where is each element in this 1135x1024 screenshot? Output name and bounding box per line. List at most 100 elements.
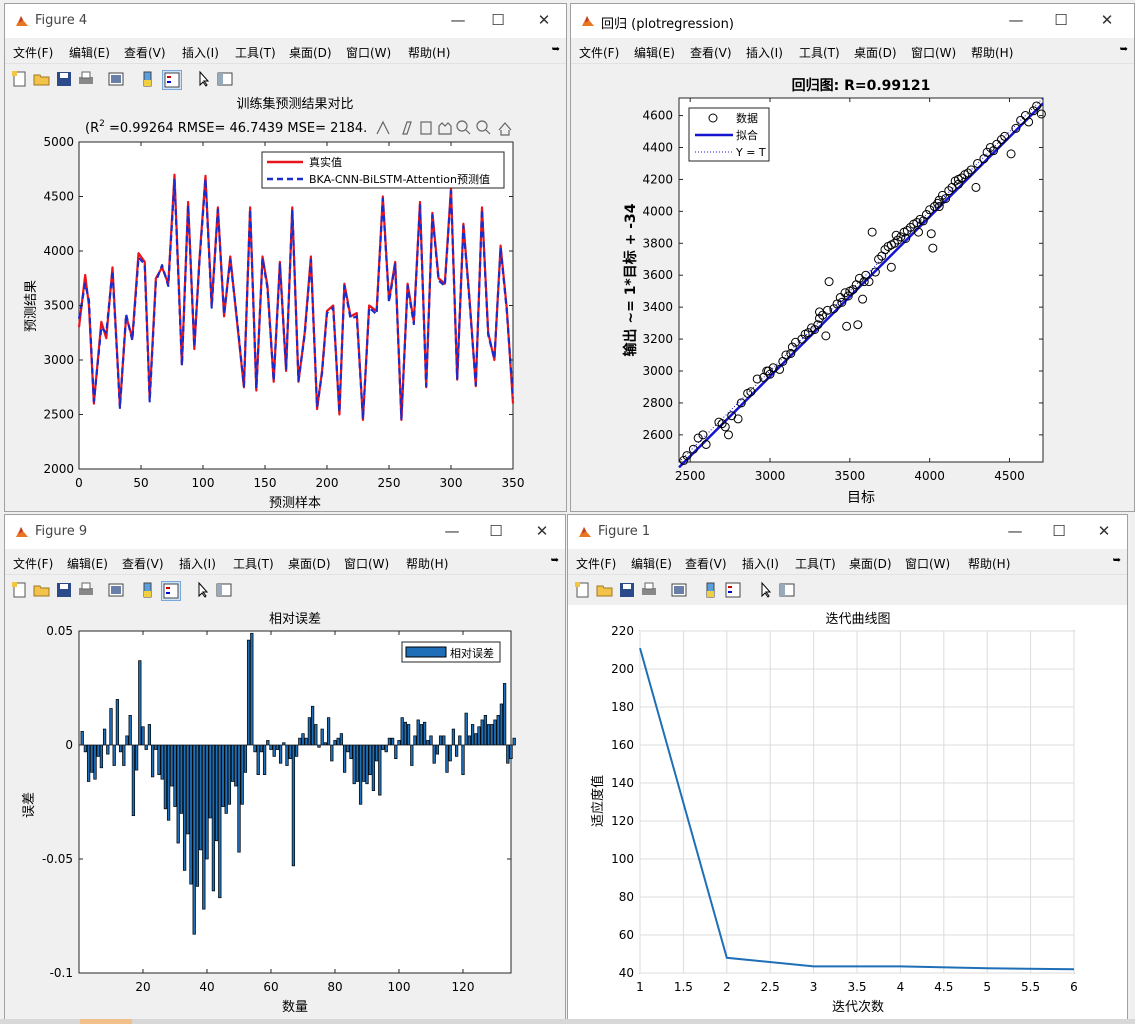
- minimize-button[interactable]: —: [1008, 11, 1024, 29]
- x-tick-label: 350: [502, 476, 525, 490]
- menu-edit[interactable]: 编辑(E): [634, 46, 675, 60]
- legend[interactable]: 数据 拟合 Y = T: [688, 107, 770, 162]
- menu-window[interactable]: 窗口(W): [911, 46, 957, 60]
- figure9-titlebar[interactable]: Figure 9 — ☐ ✕: [5, 515, 565, 549]
- link-plot-icon[interactable]: [670, 581, 688, 599]
- new-figure-icon[interactable]: [11, 70, 29, 88]
- pointer-icon[interactable]: [757, 581, 775, 599]
- link-plot-icon[interactable]: [107, 70, 125, 88]
- menu-overflow-icon[interactable]: ➥: [1112, 555, 1121, 566]
- legend[interactable]: 相对误差: [401, 641, 501, 663]
- error-bar: [298, 737, 302, 746]
- menu-insert[interactable]: 插入(I): [182, 46, 219, 60]
- menu-window[interactable]: 窗口(W): [344, 557, 390, 571]
- menu-window[interactable]: 窗口(W): [346, 46, 392, 60]
- minimize-button[interactable]: —: [444, 522, 460, 540]
- menu-edit[interactable]: 编辑(E): [67, 557, 108, 571]
- menu-help[interactable]: 帮助(H): [408, 46, 451, 60]
- property-inspector-icon[interactable]: [216, 70, 234, 88]
- menu-file[interactable]: 文件(F): [576, 557, 617, 571]
- legend[interactable]: 真实值 BKA-CNN-BiLSTM-Attention预测值: [261, 151, 505, 189]
- data-point: [843, 291, 853, 301]
- close-button[interactable]: ✕: [1100, 11, 1114, 29]
- save-icon[interactable]: [618, 581, 636, 599]
- legend-icon[interactable]: [724, 581, 742, 599]
- menu-help[interactable]: 帮助(H): [971, 46, 1014, 60]
- menu-help[interactable]: 帮助(H): [406, 557, 449, 571]
- error-bar: [234, 744, 238, 787]
- colorbar-icon[interactable]: [139, 70, 157, 88]
- property-inspector-icon[interactable]: [215, 581, 233, 599]
- menu-edit[interactable]: 编辑(E): [69, 46, 110, 60]
- open-icon[interactable]: [33, 581, 51, 599]
- save-icon[interactable]: [55, 581, 73, 599]
- y-tick-label: 220: [611, 624, 634, 638]
- close-button[interactable]: ✕: [537, 11, 551, 29]
- menu-tools[interactable]: 工具(T): [799, 46, 840, 60]
- minimize-button[interactable]: —: [1007, 522, 1023, 540]
- open-icon[interactable]: [596, 581, 614, 599]
- maximize-button[interactable]: ☐: [1052, 522, 1066, 540]
- maximize-button[interactable]: ☐: [491, 11, 505, 29]
- legend-icon[interactable]: [162, 70, 182, 90]
- menu-view[interactable]: 查看(V): [685, 557, 727, 571]
- close-button[interactable]: ✕: [1097, 522, 1111, 540]
- menu-overflow-icon[interactable]: ➥: [550, 555, 559, 566]
- menu-window[interactable]: 窗口(W): [905, 557, 951, 571]
- menu-overflow-icon[interactable]: ➥: [551, 44, 560, 55]
- maximize-button[interactable]: ☐: [489, 522, 503, 540]
- print-icon[interactable]: [77, 581, 95, 599]
- figure9-window[interactable]: Figure 9 — ☐ ✕ 文件(F) 编辑(E) 查看(V) 插入(I) 工…: [4, 514, 566, 1020]
- error-bar: [416, 719, 420, 746]
- regression-window[interactable]: 回归 (plotregression) — ☐ ✕ 文件(F) 编辑(E) 查看…: [570, 3, 1135, 512]
- menu-desktop[interactable]: 桌面(D): [854, 46, 897, 60]
- menu-overflow-icon[interactable]: ➥: [1119, 44, 1128, 55]
- legend-real-label: 真实值: [309, 155, 342, 169]
- colorbar-icon[interactable]: [139, 581, 157, 599]
- menu-view[interactable]: 查看(V): [690, 46, 732, 60]
- new-figure-icon[interactable]: [574, 581, 592, 599]
- figure1-titlebar[interactable]: Figure 1 — ☐ ✕: [568, 515, 1127, 549]
- figure4-titlebar[interactable]: Figure 4 — ☐ ✕: [5, 4, 566, 38]
- menu-edit[interactable]: 编辑(E): [631, 557, 672, 571]
- menubar: 文件(F) 编辑(E) 查看(V) 插入(I) 工具(T) 桌面(D) 窗口(W…: [5, 549, 565, 573]
- minimize-button[interactable]: —: [450, 11, 466, 29]
- link-plot-icon[interactable]: [107, 581, 125, 599]
- regression-titlebar[interactable]: 回归 (plotregression) — ☐ ✕: [571, 4, 1134, 38]
- menu-view[interactable]: 查看(V): [124, 46, 166, 60]
- x-tick-label: 150: [254, 476, 277, 490]
- close-button[interactable]: ✕: [535, 522, 549, 540]
- axes-toolbar-icons[interactable]: [376, 120, 512, 136]
- x-tick-label: 2: [723, 980, 731, 994]
- pointer-icon[interactable]: [195, 70, 213, 88]
- print-icon[interactable]: [77, 70, 95, 88]
- open-icon[interactable]: [33, 70, 51, 88]
- menu-desktop[interactable]: 桌面(D): [289, 46, 332, 60]
- x-tick-label: 4.5: [934, 980, 953, 994]
- maximize-button[interactable]: ☐: [1054, 11, 1068, 29]
- menu-file[interactable]: 文件(F): [13, 46, 54, 60]
- data-point: [901, 233, 911, 243]
- menu-tools[interactable]: 工具(T): [233, 557, 274, 571]
- print-icon[interactable]: [640, 581, 658, 599]
- pointer-icon[interactable]: [194, 581, 212, 599]
- menu-insert[interactable]: 插入(I): [746, 46, 783, 60]
- menu-desktop[interactable]: 桌面(D): [288, 557, 331, 571]
- menu-file[interactable]: 文件(F): [579, 46, 620, 60]
- figure1-window[interactable]: Figure 1 — ☐ ✕ 文件(F) 编辑(E) 查看(V) 插入(I) 工…: [567, 514, 1128, 1020]
- menu-view[interactable]: 查看(V): [122, 557, 164, 571]
- menu-desktop[interactable]: 桌面(D): [849, 557, 892, 571]
- new-figure-icon[interactable]: [11, 581, 29, 599]
- save-icon[interactable]: [55, 70, 73, 88]
- y-tick-label: 120: [611, 814, 634, 828]
- legend-icon[interactable]: [161, 581, 181, 601]
- figure4-window[interactable]: Figure 4 — ☐ ✕ 文件(F) 编辑(E) 查看(V) 插入(I) 工…: [4, 3, 567, 512]
- menu-insert[interactable]: 插入(I): [742, 557, 779, 571]
- menu-file[interactable]: 文件(F): [13, 557, 54, 571]
- menu-insert[interactable]: 插入(I): [179, 557, 216, 571]
- menu-tools[interactable]: 工具(T): [235, 46, 276, 60]
- property-inspector-icon[interactable]: [778, 581, 796, 599]
- colorbar-icon[interactable]: [702, 581, 720, 599]
- menu-help[interactable]: 帮助(H): [968, 557, 1011, 571]
- menu-tools[interactable]: 工具(T): [795, 557, 836, 571]
